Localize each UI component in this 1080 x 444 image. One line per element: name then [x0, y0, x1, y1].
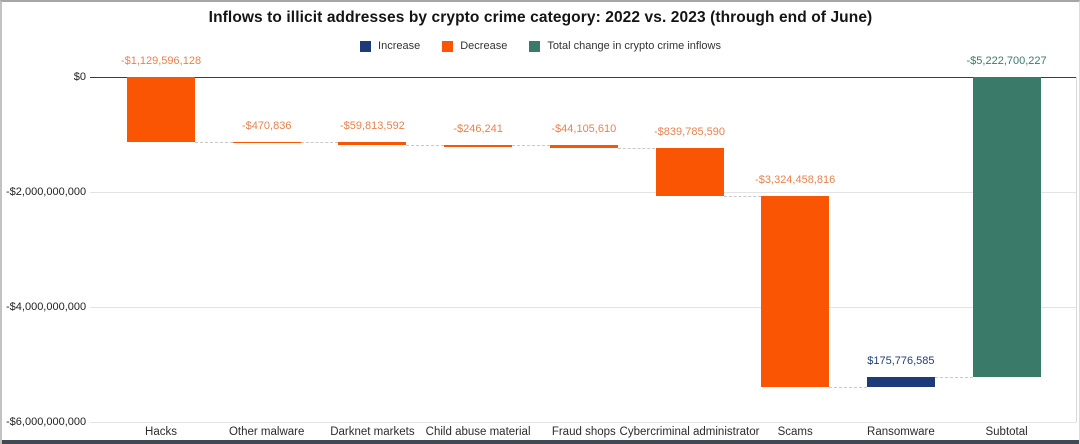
- gridline: [90, 192, 1076, 193]
- value-label-darknet-markets: -$59,813,592: [339, 119, 405, 132]
- legend-label: Total change in crypto crime inflows: [547, 40, 721, 52]
- bar-child-abuse-material: [444, 145, 513, 147]
- waterfall-connector: [829, 387, 867, 389]
- x-axis-label-fraud-shops: Fraud shops: [551, 426, 616, 438]
- value-label-subtotal: -$5,222,700,227: [966, 55, 1047, 67]
- legend-item-decrease: Decrease: [442, 40, 507, 52]
- value-label-other-malware: -$470,836: [241, 119, 292, 132]
- x-axis-label-scams: Scams: [777, 426, 813, 438]
- plot-right-border: [1076, 77, 1077, 422]
- x-axis-label-hacks: Hacks: [145, 426, 177, 438]
- x-axis-label-other-malware: Other malware: [228, 426, 305, 438]
- value-label-child-abuse-material: -$246,241: [453, 123, 503, 136]
- bottom-edge: [2, 440, 1079, 444]
- legend-label: Increase: [378, 40, 421, 52]
- x-axis-label-child-abuse-material: Child abuse material: [425, 426, 531, 438]
- gridline: [90, 307, 1076, 308]
- y-tick-label: $0: [73, 71, 86, 83]
- bar-hacks: [127, 77, 195, 142]
- zero-line: [90, 77, 1076, 78]
- legend-swatch-decrease-icon: [442, 40, 454, 52]
- legend-item-total-change-in-crypto-crime-inflows: Total change in crypto crime inflows: [529, 40, 721, 52]
- bar-darknet-markets: [338, 141, 407, 146]
- x-axis-label-subtotal: Subtotal: [985, 426, 1028, 438]
- value-label-hacks: -$1,129,596,128: [120, 55, 202, 67]
- legend-swatch-total-icon: [529, 40, 541, 52]
- legend-swatch-increase-icon: [360, 40, 372, 52]
- y-tick-label: -$4,000,000,000: [6, 301, 87, 313]
- waterfall-connector: [723, 196, 762, 198]
- value-label-cybercriminal-administrator: -$839,785,590: [654, 125, 725, 138]
- bar-ransomware: [866, 377, 935, 388]
- waterfall-connector: [406, 145, 445, 147]
- chart-title: Inflows to illicit addresses by crypto c…: [208, 9, 873, 26]
- legend-item-increase: Increase: [360, 40, 420, 52]
- waterfall-connector: [300, 141, 339, 143]
- y-tick-label: -$2,000,000,000: [6, 186, 87, 198]
- value-label-fraud-shops: -$44,105,610: [551, 123, 617, 136]
- waterfall-connector: [934, 377, 973, 379]
- x-axis-label-darknet-markets: Darknet markets: [330, 426, 415, 438]
- bar-fraud-shops: [549, 145, 618, 148]
- bar-cybercriminal-administrator: [655, 147, 724, 197]
- value-label-ransomware: $175,776,585: [867, 355, 935, 368]
- waterfall-connector: [617, 147, 656, 149]
- gridline: [90, 422, 1076, 423]
- bar-other-malware: [232, 141, 301, 144]
- legend: Increase Decrease Total change in crypto c…: [2, 40, 1079, 52]
- x-axis-label-ransomware: Ransomware: [867, 426, 935, 438]
- value-label-scams: -$3,324,458,816: [755, 174, 836, 187]
- bar-scams: [761, 196, 830, 388]
- waterfall-connector: [512, 145, 550, 147]
- x-axis-label-cybercriminal-administrator: Cybercriminal administrator: [619, 426, 760, 438]
- y-tick-label: -$6,000,000,000: [6, 416, 87, 428]
- bar-subtotal: [972, 77, 1041, 378]
- legend-label: Decrease: [460, 40, 508, 52]
- waterfall-connector: [195, 141, 233, 143]
